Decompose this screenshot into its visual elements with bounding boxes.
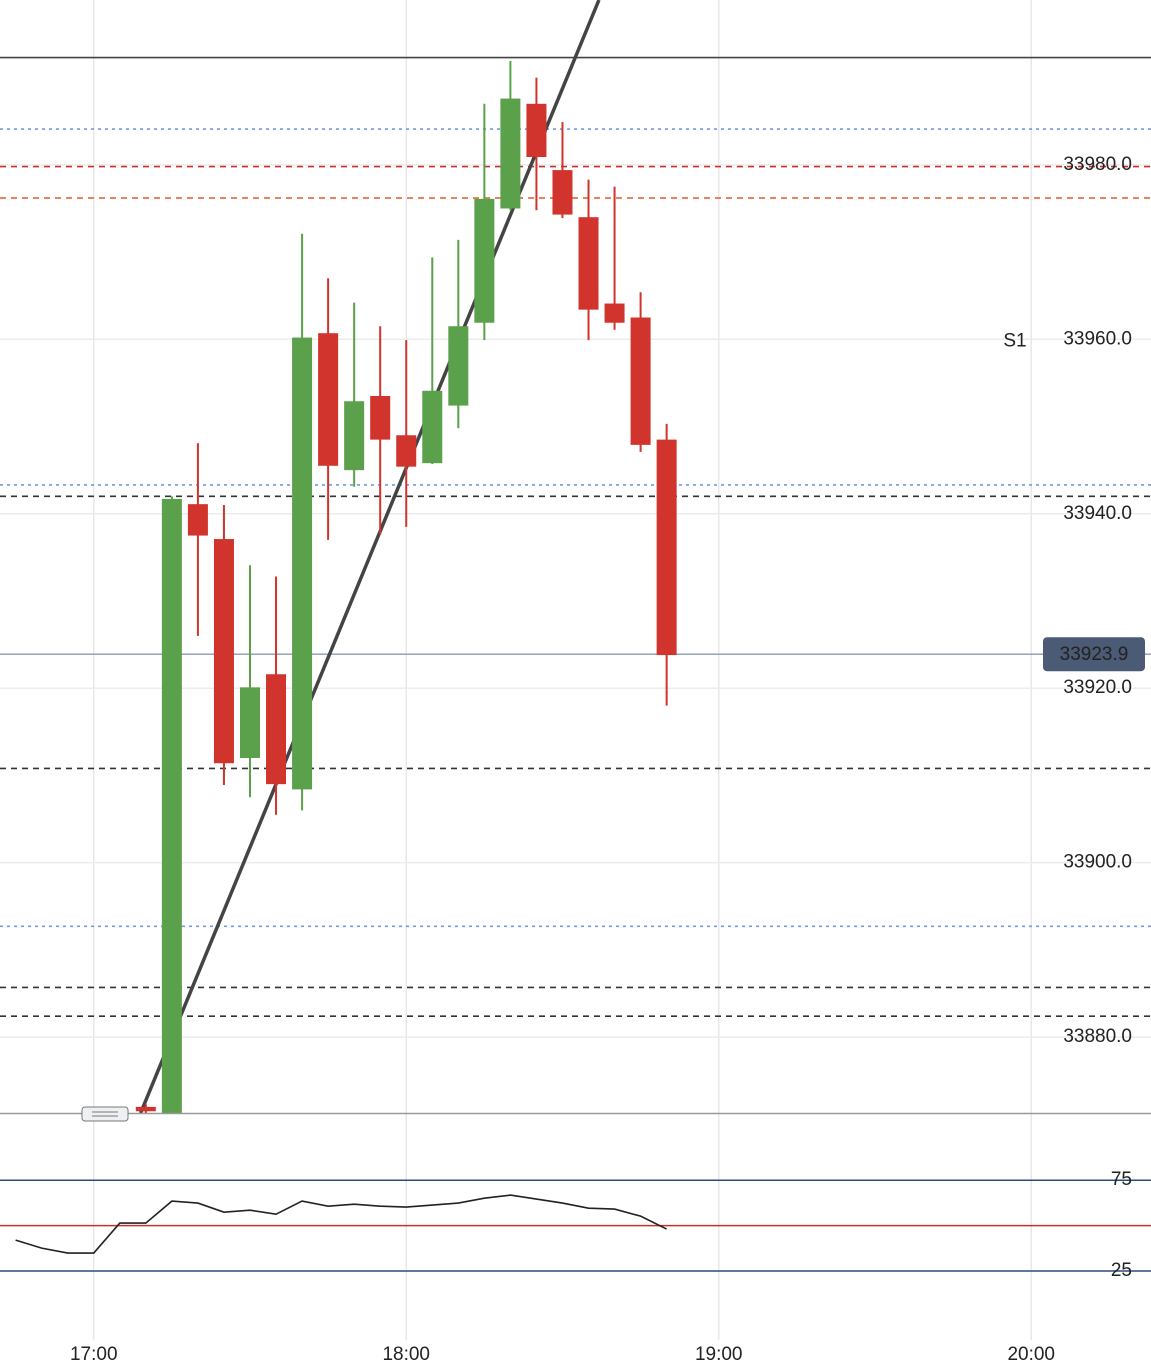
candle-body — [500, 98, 521, 209]
price-panel — [0, 0, 1151, 1113]
candle-body — [344, 401, 365, 471]
candle-body — [135, 1106, 156, 1112]
candle-body — [474, 198, 495, 323]
candle-body — [656, 439, 677, 656]
y-tick-label: 33900.0 — [1063, 852, 1132, 873]
oscillator-tick-label: 25 — [1111, 1260, 1132, 1281]
x-tick-label: 18:00 — [382, 1344, 430, 1365]
oscillator-panel — [0, 1179, 1151, 1272]
y-tick-label: 33940.0 — [1063, 503, 1132, 524]
candle-body — [266, 674, 287, 785]
candle-body — [630, 317, 651, 445]
candle-body — [370, 396, 391, 440]
drag-handle[interactable] — [81, 1106, 129, 1122]
x-tick-label: 19:00 — [695, 1344, 743, 1365]
grid-layer — [0, 0, 1151, 1340]
candle-body — [552, 170, 573, 215]
candle-body — [187, 504, 208, 536]
oscillator-line — [15, 1194, 667, 1254]
candle-body — [578, 217, 599, 310]
candle-body — [526, 103, 547, 158]
x-tick-label: 20:00 — [1007, 1344, 1055, 1365]
candle-body — [318, 333, 339, 466]
candle-body — [422, 390, 443, 464]
y-tick-label: 33980.0 — [1063, 154, 1132, 175]
candle-body — [161, 498, 182, 1113]
y-tick-label: 33960.0 — [1063, 328, 1132, 349]
candle-body — [448, 326, 469, 406]
x-tick-label: 17:00 — [70, 1344, 118, 1365]
candle-body — [239, 687, 260, 758]
y-tick-label: 33880.0 — [1063, 1026, 1132, 1047]
candle-body — [604, 303, 625, 323]
candle-body — [292, 337, 313, 790]
oscillator-tick-label: 75 — [1111, 1169, 1132, 1190]
last-price-badge — [1043, 637, 1145, 672]
last-price-label: 33923.9 — [1060, 644, 1129, 665]
label-layer: 17:00 18:00 19:00 20:00 33880.0 33900.0 33920.… — [70, 154, 1145, 1365]
annotation: S1 — [1003, 330, 1026, 351]
y-tick-label: 33920.0 — [1063, 677, 1132, 698]
candle-body — [396, 435, 417, 467]
candle-body — [213, 539, 234, 764]
trend-line — [139, 0, 601, 1113]
